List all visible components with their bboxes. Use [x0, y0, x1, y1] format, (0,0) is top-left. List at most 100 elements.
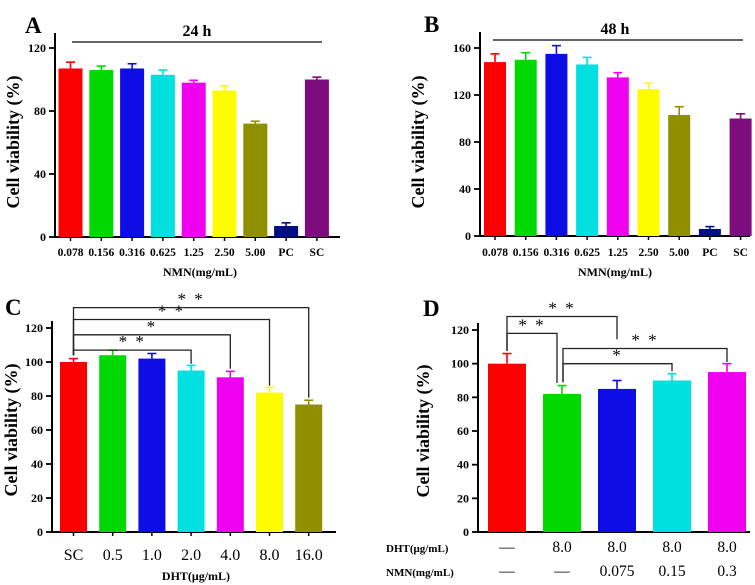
y-tick-label: 60 — [457, 424, 469, 438]
bar-group-3 — [598, 388, 636, 532]
y-axis-label: Cell viability (%) — [1, 364, 22, 497]
x-tick-label: 0.078 — [482, 247, 508, 259]
x-axis-label: NMN(mg/mL) — [578, 265, 652, 279]
y-axis-label: Cell viability (%) — [3, 76, 24, 209]
x-tick-label: 1.0 — [142, 547, 162, 564]
x-tick-label: 5.00 — [669, 247, 689, 259]
x-tick-label: 2.50 — [214, 247, 234, 259]
y-tick-label: 100 — [451, 357, 469, 371]
bar-PC — [698, 228, 721, 236]
sig-bracket — [72, 306, 310, 398]
table-value: 0.3 — [717, 563, 737, 580]
sig-label: * — [147, 317, 158, 336]
bar-1.25 — [606, 77, 629, 236]
x-tick-label: SC — [64, 547, 84, 564]
bar-0.5 — [99, 355, 127, 532]
y-tick-label: 40 — [459, 182, 471, 196]
y-tick-label: 80 — [459, 135, 471, 149]
x-tick-label: 0.078 — [58, 247, 84, 259]
x-tick-label: 0.5 — [103, 547, 123, 564]
panel-c-dht-viability: C 0 20 40 60 80 100 120 Cell viability (%) SC 0.5 1… — [0, 285, 377, 585]
sig-label: * * — [158, 302, 185, 321]
x-axis-label: NMN(mg/mL) — [163, 265, 237, 279]
chart-A: A 24 h 0 40 80 120 Cell viability (%) 0.078 0.15… — [3, 13, 340, 279]
sig-label: * * — [631, 331, 658, 350]
table-value: — — [553, 563, 570, 580]
panel-letter: A — [25, 13, 42, 38]
x-tick-label: 8.0 — [260, 547, 280, 564]
bar-0.078 — [58, 68, 83, 237]
chart-C: C 0 20 40 60 80 100 120 Cell viability (%) SC 0.5 1… — [1, 290, 336, 583]
x-tick-label: 0.156 — [88, 247, 114, 259]
bar-1.25 — [181, 82, 206, 238]
y-tick-label: 40 — [34, 167, 46, 181]
panel-letter: D — [423, 296, 440, 321]
x-tick-label: 2.0 — [181, 547, 201, 564]
bar-0.156 — [89, 70, 114, 237]
sig-label: * * — [177, 290, 204, 309]
table-value: — — [498, 563, 515, 580]
bar-0.156 — [514, 59, 537, 236]
y-tick-label: 0 — [37, 525, 43, 539]
table-value: 8.0 — [662, 539, 682, 556]
y-tick-label: 40 — [31, 457, 43, 471]
sig-label: * * — [119, 332, 146, 351]
panel-title: 24 h — [183, 23, 212, 40]
y-tick-label: 80 — [31, 389, 43, 403]
y-tick-label: 80 — [34, 104, 46, 118]
panel-title: 48 h — [601, 21, 630, 38]
bar-8.0 — [256, 392, 283, 532]
x-tick-label: 16.0 — [295, 547, 323, 564]
y-tick-label: 120 — [453, 88, 471, 102]
bar-PC — [274, 225, 299, 237]
x-tick-label: 4.0 — [220, 547, 240, 564]
x-tick-label: 0.316 — [119, 247, 145, 259]
panel-letter: C — [5, 295, 22, 320]
x-tick-label: 0.625 — [574, 247, 600, 259]
y-tick-label: 80 — [457, 390, 469, 404]
sig-label: * * — [548, 299, 575, 318]
table-value: 0.075 — [600, 563, 635, 580]
table-row-label: NMN(mg/mL) — [386, 567, 454, 579]
table-value: 0.15 — [658, 563, 685, 580]
y-tick-label: 120 — [28, 41, 46, 55]
sig-bracket — [562, 347, 728, 383]
y-tick-label: 20 — [457, 491, 469, 505]
table-value: 8.0 — [717, 539, 737, 556]
x-tick-label: 0.156 — [513, 247, 539, 259]
panel-a-24h-nmn-viability: A 24 h 0 40 80 120 Cell viability (%) 0.078 0.15… — [0, 0, 377, 285]
table-value: — — [498, 539, 515, 556]
x-tick-label: 5.00 — [245, 247, 265, 259]
bar-16.0 — [295, 404, 323, 532]
panel-letter: B — [424, 12, 439, 37]
x-tick-label: 0.625 — [150, 247, 176, 259]
x-tick-label: SC — [310, 247, 325, 259]
x-tick-label: PC — [278, 247, 293, 259]
sig-bracket — [506, 315, 618, 352]
y-tick-label: 60 — [31, 423, 43, 437]
panel-d-dht-nmn-rescue: D 0 20 40 60 80 100 120 Cell viability (%) * * * * … — [378, 285, 755, 585]
y-tick-label: 0 — [40, 230, 46, 244]
bar-group-5 — [708, 372, 746, 532]
bar-group-1 — [488, 363, 526, 532]
sig-bracket — [72, 349, 192, 364]
x-tick-label: 2.50 — [638, 247, 658, 259]
bar-0.078 — [484, 62, 506, 236]
table-value: 8.0 — [607, 539, 627, 556]
y-axis-label: Cell viability (%) — [413, 365, 434, 498]
y-tick-label: 100 — [25, 355, 43, 369]
x-tick-label: 1.25 — [608, 247, 628, 259]
table-row-label: DHT(μg/mL) — [386, 543, 449, 555]
y-tick-label: 0 — [463, 525, 469, 539]
y-tick-label: 160 — [453, 41, 471, 55]
bar-group-2 — [543, 393, 581, 532]
y-tick-label: 120 — [25, 321, 43, 335]
bar-SC — [729, 118, 752, 236]
bar-group-4 — [653, 380, 691, 532]
bar-0.625 — [576, 64, 599, 236]
x-axis-label: DHT(μg/mL) — [162, 569, 230, 583]
panel-b-48h-nmn-viability: B 48 h 0 40 80 120 160 Cell viability (%) 0.078 0… — [378, 0, 755, 285]
bar-5.00 — [668, 114, 691, 236]
sig-label: * — [612, 346, 623, 365]
